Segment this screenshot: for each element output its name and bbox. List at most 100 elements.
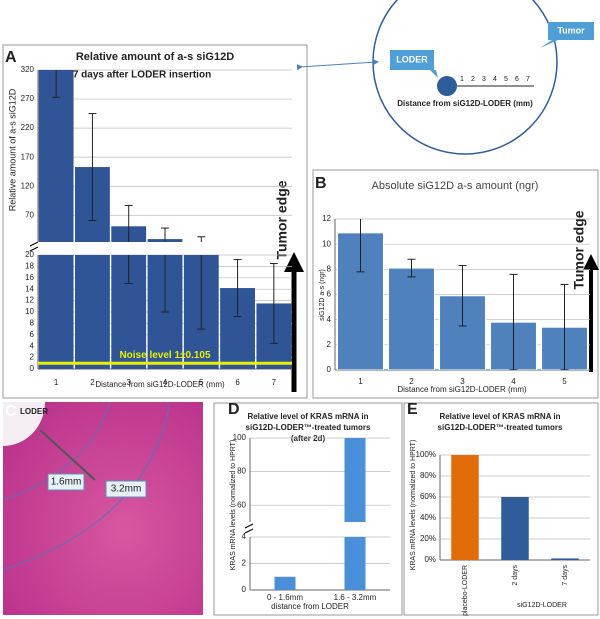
panel-letter: D	[228, 401, 240, 418]
y-tick-label: 0	[242, 585, 247, 594]
bar	[551, 558, 579, 560]
scale-number: 1	[460, 76, 464, 83]
scale-number: 2	[471, 76, 475, 83]
y-tick-label: 40%	[420, 513, 436, 522]
histology-outer: 3.2mm	[111, 484, 142, 495]
x-tick-label: 4	[163, 378, 168, 387]
scale-number: 7	[526, 76, 530, 83]
annotation: Tumor edge	[571, 210, 587, 289]
x-axis-label: Distance from siG12D-LODER (mm)	[397, 385, 527, 394]
histology-inner: 1.6mm	[51, 477, 82, 488]
chart-title: siG12D-LODER™-treated tumors	[246, 423, 371, 432]
y-tick-label: 4	[327, 315, 332, 324]
y-axis-label: KRAS mRNA levels (normalized to HPRT)	[230, 440, 237, 571]
panel-letter: B	[315, 175, 327, 192]
y-tick-label: 8	[30, 319, 35, 328]
y-tick-label: 0	[30, 364, 35, 373]
x-tick-label: 5	[199, 378, 204, 387]
bar	[220, 242, 255, 248]
tumor-callout	[540, 22, 594, 48]
y-tick-label: 2	[242, 559, 247, 568]
scale-number: 6	[515, 76, 519, 83]
y-tick-label: 12	[25, 296, 34, 305]
x-tick-label: 7	[272, 378, 277, 387]
panel-frame	[213, 402, 403, 616]
x-tick-label: placebo-LODER	[462, 565, 469, 616]
y-tick-label: 10	[25, 307, 34, 316]
annotation: Tumor edge	[274, 180, 290, 259]
chart-title: Relative level of KRAS mRNA in	[247, 412, 368, 421]
y-tick-label: 60	[237, 500, 246, 509]
y-tick-label: 10	[322, 239, 331, 248]
bar	[388, 267, 435, 370]
y-tick-label: 2	[30, 353, 35, 362]
y-axis-label: Relative amount of a-s siG12D	[7, 88, 17, 211]
distance-line	[39, 429, 96, 481]
scale-number: 4	[493, 76, 497, 83]
bar	[451, 455, 479, 560]
loder-callout	[390, 50, 438, 78]
bar	[38, 255, 74, 369]
y-tick-label: 6	[30, 330, 35, 339]
x-tick-label: 3	[460, 377, 465, 386]
scale-number: 5	[504, 76, 508, 83]
bar	[344, 537, 366, 590]
chart-subtitle: 7 days after LODER insertion	[73, 70, 211, 81]
panel-frame	[312, 169, 599, 399]
panel-letter: A	[5, 49, 17, 66]
panel-frame	[403, 402, 599, 616]
histology-loder: LODER	[20, 407, 48, 416]
link-arrow	[296, 59, 379, 71]
chart-title: (after 2d)	[291, 434, 326, 443]
chart-title: siG12D-LODER™-treated tumors	[438, 423, 563, 432]
x-tick-label: 5	[562, 377, 567, 386]
y-tick-label: 120	[21, 181, 35, 190]
y-tick-label: 100%	[416, 450, 436, 459]
label-box	[47, 473, 85, 491]
loder-region	[3, 402, 45, 446]
y-tick-label: 20	[25, 250, 34, 259]
x-tick-label: 2	[409, 377, 414, 386]
y-axis-label: KRAS mRNA levels (normalized to HPRT)	[410, 440, 417, 571]
loder-circle	[437, 76, 457, 96]
y-tick-label: 4	[30, 341, 35, 350]
noise-label: Noise level 1±0.105	[119, 350, 211, 361]
x-tick-label: 1.6 - 3.2mm	[334, 593, 377, 602]
y-tick-label: 0%	[424, 555, 436, 564]
y-tick-label: 20%	[420, 534, 436, 543]
bar	[501, 497, 529, 560]
y-axis-label: siG12D a-s (ngr)	[319, 269, 326, 321]
bar	[75, 255, 110, 369]
label-box	[105, 480, 147, 498]
panel-letter: C	[5, 403, 17, 420]
y-tick-label: 220	[21, 123, 35, 132]
y-tick-label: 170	[21, 152, 35, 161]
y-tick-label: 6	[327, 290, 332, 299]
x-tick-label: 4	[511, 377, 516, 386]
x-tick-label: 1	[358, 377, 363, 386]
y-tick-label: 70	[25, 210, 34, 219]
scale-number: 3	[482, 76, 486, 83]
y-tick-label: 320	[21, 65, 35, 74]
y-tick-label: 16	[25, 273, 34, 282]
y-tick-label: 4	[242, 532, 247, 541]
bar	[184, 242, 219, 244]
panel-letter: E	[407, 401, 418, 418]
loder-label: LODER	[396, 54, 428, 64]
chart-title: Relative level of KRAS mRNA in	[439, 412, 560, 421]
x-tick-label: 3	[126, 378, 131, 387]
x-axis-label: distance from LODER	[271, 602, 349, 611]
axis-break	[244, 523, 254, 534]
y-tick-label: 270	[21, 94, 35, 103]
y-tick-label: 12	[322, 214, 331, 223]
x-tick-label: 2 days	[512, 565, 519, 586]
y-tick-label: 8	[327, 264, 332, 273]
histology-image	[3, 402, 203, 615]
group-label: siG12D-LODER	[517, 602, 567, 609]
chart-title: Relative amount of a-s siG12D	[76, 51, 234, 63]
x-tick-label: 0 - 1.6mm	[267, 593, 303, 602]
x-tick-label: 2	[90, 378, 95, 387]
y-tick-label: 14	[25, 284, 34, 293]
panel-frame	[2, 44, 308, 399]
